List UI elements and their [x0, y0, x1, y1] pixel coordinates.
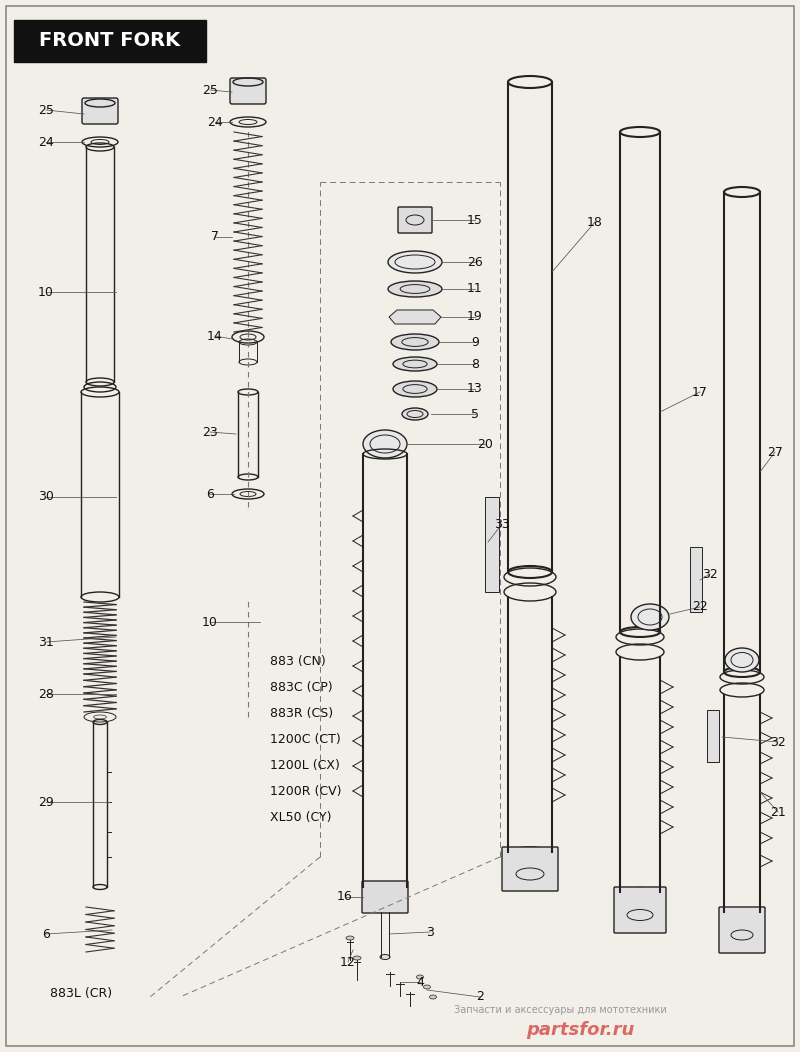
- Text: 883L (CR): 883L (CR): [50, 988, 112, 1000]
- Text: 20: 20: [477, 438, 493, 450]
- Text: 6: 6: [42, 928, 50, 940]
- Text: 16: 16: [337, 890, 353, 904]
- Text: 6: 6: [206, 487, 214, 501]
- Text: 883C (CP): 883C (CP): [270, 682, 333, 694]
- Ellipse shape: [346, 936, 354, 940]
- Text: 1200R (CV): 1200R (CV): [270, 786, 342, 798]
- Text: 21: 21: [770, 806, 786, 818]
- Ellipse shape: [423, 985, 430, 989]
- Ellipse shape: [725, 648, 759, 672]
- Text: 25: 25: [202, 83, 218, 97]
- Ellipse shape: [388, 251, 442, 274]
- Ellipse shape: [631, 604, 669, 630]
- Text: 4: 4: [416, 975, 424, 989]
- Text: 883 (CN): 883 (CN): [270, 655, 326, 668]
- Ellipse shape: [363, 430, 407, 458]
- Text: 12: 12: [340, 955, 356, 969]
- Text: 8: 8: [471, 358, 479, 370]
- Text: 7: 7: [211, 230, 219, 243]
- Text: 1200C (CT): 1200C (CT): [270, 733, 341, 747]
- Text: 9: 9: [471, 336, 479, 348]
- Text: 14: 14: [207, 329, 223, 343]
- Text: 19: 19: [467, 310, 483, 324]
- FancyBboxPatch shape: [82, 98, 118, 124]
- Text: 5: 5: [471, 407, 479, 421]
- Polygon shape: [389, 310, 441, 324]
- Text: 13: 13: [467, 383, 483, 396]
- FancyBboxPatch shape: [362, 881, 408, 913]
- Bar: [14, 20, 206, 62]
- Text: 24: 24: [207, 116, 223, 128]
- Text: 32: 32: [770, 735, 786, 749]
- Text: 26: 26: [467, 256, 483, 268]
- Text: partsfor.ru: partsfor.ru: [526, 1021, 634, 1039]
- Text: 24: 24: [38, 136, 54, 148]
- Text: 10: 10: [38, 285, 54, 299]
- Text: 2: 2: [476, 991, 484, 1004]
- Ellipse shape: [393, 381, 437, 397]
- Text: 1200L (CX): 1200L (CX): [270, 760, 340, 772]
- FancyBboxPatch shape: [230, 78, 266, 104]
- Text: FRONT FORK: FRONT FORK: [39, 32, 181, 50]
- FancyBboxPatch shape: [398, 207, 432, 232]
- Text: 883R (CS): 883R (CS): [270, 708, 333, 721]
- Ellipse shape: [417, 975, 423, 979]
- Text: 27: 27: [767, 445, 783, 459]
- Text: 15: 15: [467, 214, 483, 226]
- Bar: [707, 710, 719, 762]
- Ellipse shape: [380, 954, 390, 959]
- FancyBboxPatch shape: [614, 887, 666, 933]
- Text: 29: 29: [38, 795, 54, 809]
- Text: 30: 30: [38, 490, 54, 504]
- Text: 28: 28: [38, 688, 54, 701]
- Bar: [485, 497, 499, 592]
- Text: 10: 10: [202, 615, 218, 628]
- Text: 22: 22: [692, 601, 708, 613]
- Ellipse shape: [353, 956, 361, 960]
- Text: 23: 23: [202, 425, 218, 439]
- Ellipse shape: [393, 357, 437, 371]
- Text: 11: 11: [467, 283, 483, 296]
- FancyBboxPatch shape: [502, 847, 558, 891]
- Ellipse shape: [402, 408, 428, 420]
- Text: 3: 3: [426, 926, 434, 938]
- Ellipse shape: [388, 281, 442, 297]
- Ellipse shape: [430, 995, 437, 999]
- Text: Запчасти и аксессуары для мототехники: Запчасти и аксессуары для мототехники: [454, 1005, 666, 1015]
- Text: 33: 33: [494, 518, 510, 530]
- Text: 17: 17: [692, 385, 708, 399]
- Text: 31: 31: [38, 635, 54, 648]
- Text: 32: 32: [702, 567, 718, 581]
- FancyBboxPatch shape: [719, 907, 765, 953]
- Text: 25: 25: [38, 103, 54, 117]
- Ellipse shape: [391, 333, 439, 350]
- Text: XL50 (CY): XL50 (CY): [270, 811, 331, 825]
- Bar: [690, 547, 702, 612]
- Text: 18: 18: [587, 216, 603, 228]
